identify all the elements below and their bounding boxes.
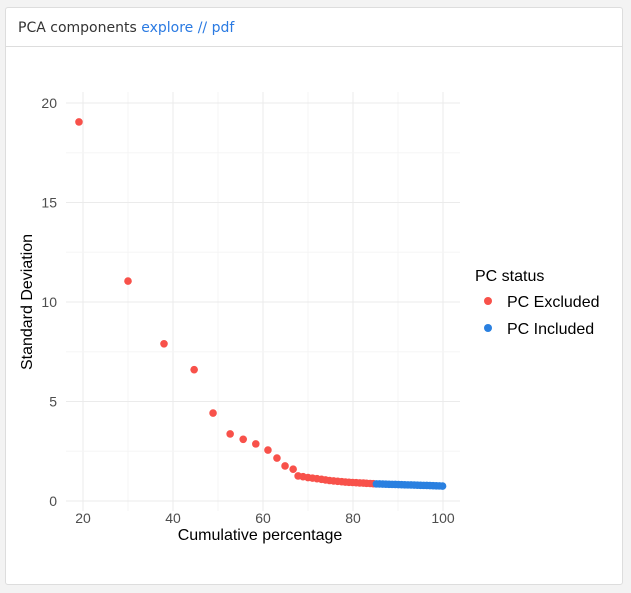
point-excluded [281,462,289,470]
explore-link[interactable]: explore [141,20,194,36]
y-tick-label: 20 [41,95,57,111]
y-tick-label: 10 [41,294,57,310]
y-tick-label: 15 [41,195,57,211]
x-tick-label: 40 [165,510,181,526]
x-tick-label: 100 [431,510,455,526]
point-excluded [239,435,247,444]
legend-key-excluded [484,297,492,305]
legend-label-included: PC Included [507,321,594,338]
x-axis-label: Cumulative percentage [178,527,343,544]
point-excluded [289,465,297,473]
legend-key-included [484,324,492,332]
y-axis-label: Standard Deviation [19,234,36,370]
separator: // [197,20,208,36]
point-excluded [75,118,83,126]
legend-title: PC status [475,268,544,285]
card-header: PCA components explore // pdf [6,8,622,47]
point-excluded [273,454,281,462]
x-tick-label: 80 [345,510,361,526]
x-tick-label: 60 [255,510,271,526]
y-tick-label: 0 [49,493,57,509]
point-excluded [209,409,217,417]
point-included [438,482,447,490]
x-tick-label: 20 [75,510,91,526]
point-excluded [190,365,198,374]
point-excluded [226,430,234,438]
pdf-link[interactable]: pdf [211,20,235,36]
point-excluded [252,440,260,448]
point-excluded [124,277,132,285]
legend-label-excluded: PC Excluded [507,294,600,311]
point-excluded [160,339,168,348]
y-tick-label: 5 [49,394,57,410]
card-title: PCA components [18,20,137,36]
point-excluded [264,446,272,454]
